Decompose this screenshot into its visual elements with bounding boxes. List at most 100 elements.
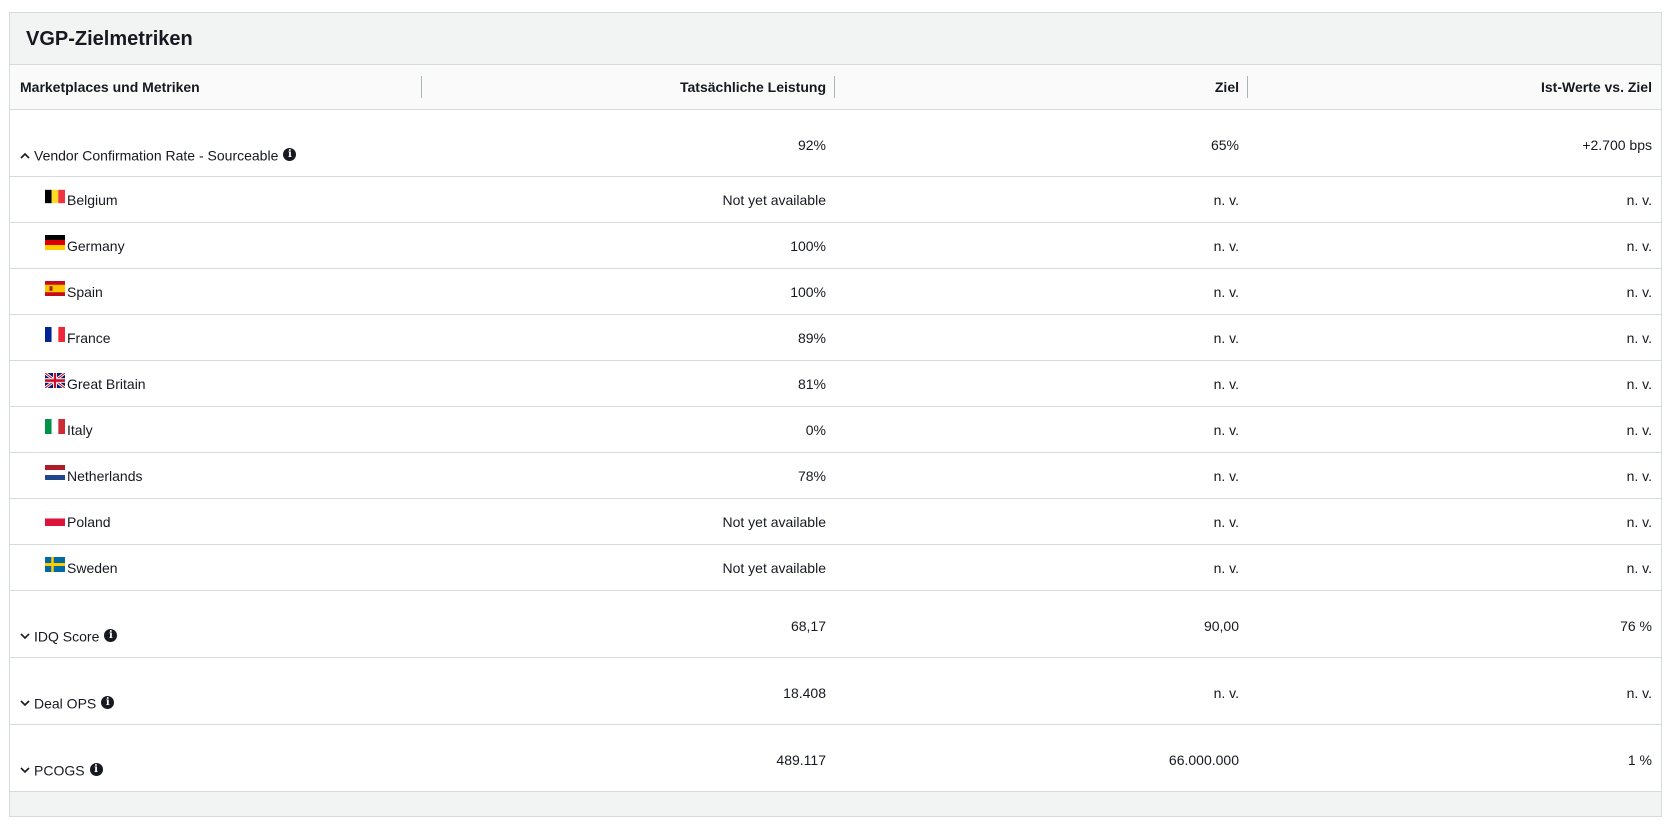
country-row-poland: Poland Not yet available n. v. n. v. [10, 498, 1661, 545]
country-cell: Poland [10, 498, 422, 545]
column-header-label: Ist-Werte vs. Ziel [1540, 78, 1652, 95]
country-label: Italy [67, 421, 93, 438]
country-row-italy: Italy 0% n. v. n. v. [10, 406, 1661, 453]
actual-cell: 92% [422, 109, 835, 177]
target-cell: n. v. [835, 544, 1248, 591]
country-label: Spain [67, 283, 103, 300]
actual-cell: 78% [422, 452, 835, 499]
country-row-great-britain: Great Britain 81% n. v. n. v. [10, 360, 1661, 407]
flag-fr-icon [45, 326, 65, 342]
country-row-germany: Germany 100% n. v. n. v. [10, 222, 1661, 269]
column-resizer[interactable] [1247, 76, 1248, 98]
flag-pl-icon [45, 510, 65, 526]
chevron-down-icon[interactable] [20, 763, 34, 777]
delta-cell: +2.700 bps [1248, 109, 1661, 177]
target-cell: n. v. [835, 406, 1248, 453]
column-header-label: Tatsächliche Leistung [680, 78, 826, 95]
column-header-label: Marketplaces und Metriken [20, 78, 200, 95]
country-label: Belgium [67, 191, 118, 208]
metric-name-cell: Deal OPS i [10, 657, 422, 725]
metric-row-pcogs: PCOGS i 489.117 66.000.000 1 % [10, 724, 1661, 792]
chevron-up-icon[interactable] [20, 148, 34, 162]
column-header-actual[interactable]: Tatsächliche Leistung [422, 65, 835, 110]
delta-cell: n. v. [1248, 268, 1661, 315]
delta-cell: n. v. [1248, 176, 1661, 223]
info-icon[interactable]: i [283, 148, 297, 162]
metric-row-idq: IDQ Score i 68,17 90,00 76 % [10, 590, 1661, 658]
country-label: Great Britain [67, 375, 146, 392]
info-icon[interactable]: i [101, 696, 115, 710]
country-label: Sweden [67, 559, 118, 576]
metric-label: Deal OPS [34, 694, 97, 711]
actual-cell: Not yet available [422, 544, 835, 591]
country-row-belgium: Belgium Not yet available n. v. n. v. [10, 176, 1661, 223]
column-resizer[interactable] [421, 76, 422, 98]
column-resizer[interactable] [834, 76, 835, 98]
delta-cell: n. v. [1248, 498, 1661, 545]
metric-name-cell: IDQ Score i [10, 590, 422, 658]
chevron-down-icon[interactable] [20, 696, 34, 710]
target-cell: 65% [835, 109, 1248, 177]
actual-cell: 89% [422, 314, 835, 361]
country-row-netherlands: Netherlands 78% n. v. n. v. [10, 452, 1661, 499]
metric-name-cell: PCOGS i [10, 724, 422, 792]
actual-cell: 100% [422, 268, 835, 315]
actual-cell: 18.408 [422, 657, 835, 725]
country-cell: Netherlands [10, 452, 422, 499]
table-header-row: Marketplaces und Metriken Tatsächliche L… [10, 65, 1661, 110]
metrics-table: Marketplaces und Metriken Tatsächliche L… [10, 65, 1661, 792]
panel-header: VGP-Zielmetriken [10, 13, 1661, 65]
flag-it-icon [45, 418, 65, 434]
delta-cell: n. v. [1248, 452, 1661, 499]
target-cell: n. v. [835, 176, 1248, 223]
actual-cell: 100% [422, 222, 835, 269]
target-cell: n. v. [835, 360, 1248, 407]
country-row-spain: Spain 100% n. v. n. v. [10, 268, 1661, 315]
delta-cell: n. v. [1248, 314, 1661, 361]
target-cell: n. v. [835, 268, 1248, 315]
target-cell: n. v. [835, 452, 1248, 499]
target-cell: n. v. [835, 222, 1248, 269]
actual-cell: 68,17 [422, 590, 835, 658]
delta-cell: n. v. [1248, 360, 1661, 407]
target-cell: n. v. [835, 498, 1248, 545]
column-header-delta[interactable]: Ist-Werte vs. Ziel [1248, 65, 1661, 110]
metric-label: Vendor Confirmation Rate - Sourceable [34, 146, 279, 163]
country-cell: France [10, 314, 422, 361]
country-row-sweden: Sweden Not yet available n. v. n. v. [10, 544, 1661, 591]
target-cell: n. v. [835, 314, 1248, 361]
flag-se-icon [45, 556, 65, 572]
delta-cell: 1 % [1248, 724, 1661, 792]
column-header-label: Ziel [1214, 78, 1239, 95]
target-cell: 90,00 [835, 590, 1248, 658]
country-label: Poland [67, 513, 111, 530]
country-cell: Great Britain [10, 360, 422, 407]
actual-cell: 81% [422, 360, 835, 407]
country-label: Netherlands [67, 467, 143, 484]
actual-cell: Not yet available [422, 498, 835, 545]
flag-gb-icon [45, 372, 65, 388]
flag-es-icon [45, 280, 65, 296]
info-icon[interactable]: i [104, 629, 118, 643]
metric-name-cell: Vendor Confirmation Rate - Sourceable i [10, 109, 422, 177]
country-row-france: France 89% n. v. n. v. [10, 314, 1661, 361]
column-header-target[interactable]: Ziel [835, 65, 1248, 110]
flag-de-icon [45, 234, 65, 250]
column-header-metric[interactable]: Marketplaces und Metriken [10, 65, 422, 110]
delta-cell: n. v. [1248, 544, 1661, 591]
panel-title: VGP-Zielmetriken [26, 28, 193, 50]
metric-row-vcr: Vendor Confirmation Rate - Sourceable i 9… [10, 109, 1661, 177]
chevron-down-icon[interactable] [20, 629, 34, 643]
actual-cell: 0% [422, 406, 835, 453]
vgp-metrics-panel: VGP-Zielmetriken Marketplaces und Metrik… [9, 12, 1662, 817]
country-cell: Spain [10, 268, 422, 315]
target-cell: n. v. [835, 657, 1248, 725]
target-cell: 66.000.000 [835, 724, 1248, 792]
flag-nl-icon [45, 464, 65, 480]
flag-be-icon [45, 189, 65, 203]
metric-label: PCOGS [34, 761, 85, 778]
country-cell: Sweden [10, 544, 422, 591]
delta-cell: n. v. [1248, 406, 1661, 453]
info-icon[interactable]: i [89, 763, 103, 777]
delta-cell: n. v. [1248, 657, 1661, 725]
